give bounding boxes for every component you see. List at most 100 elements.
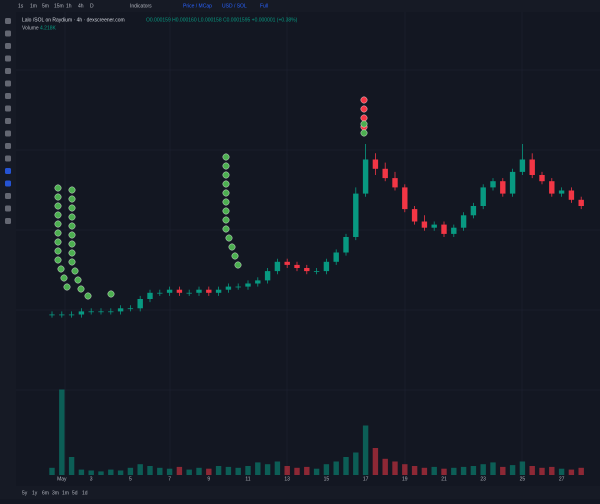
- trade-marker: [54, 211, 62, 219]
- range-button[interactable]: 6m: [42, 490, 49, 496]
- interval-button[interactable]: 1s: [18, 3, 24, 9]
- trade-marker: [228, 243, 236, 251]
- volume-bar: [402, 464, 408, 475]
- volume-bar: [490, 462, 496, 475]
- volume-bar: [470, 466, 477, 475]
- candle-body: [117, 308, 124, 312]
- tool-icon[interactable]: [5, 55, 11, 62]
- candle-body: [68, 314, 75, 316]
- candle-body: [274, 261, 281, 272]
- tool-icon[interactable]: [5, 130, 11, 137]
- trade-marker: [54, 193, 62, 201]
- x-tick-label: 27: [559, 476, 565, 482]
- interval-button[interactable]: 15m: [54, 3, 64, 9]
- usd-sol-toggle[interactable]: USD / SOL: [222, 3, 247, 9]
- trade-marker: [68, 231, 76, 239]
- tool-icon[interactable]: [5, 43, 11, 49]
- tool-icon[interactable]: [5, 155, 11, 162]
- candle-body: [166, 289, 173, 293]
- candle-body: [372, 159, 379, 169]
- volume-bar: [441, 468, 447, 475]
- candle-body: [304, 268, 310, 272]
- tool-icon[interactable]: [5, 193, 11, 199]
- trade-marker: [222, 153, 230, 161]
- candle-body: [558, 190, 565, 194]
- candle-body: [78, 311, 85, 315]
- trade-marker: [222, 207, 230, 215]
- volume-bar: [68, 457, 75, 475]
- trade-marker: [222, 216, 230, 224]
- candle-body: [568, 190, 575, 200]
- range-button[interactable]: 1y: [32, 490, 38, 496]
- range-button[interactable]: 3m: [52, 490, 59, 496]
- range-button[interactable]: 5y: [22, 490, 28, 496]
- volume-label: Volume: [22, 25, 39, 31]
- candle-body: [480, 187, 486, 206]
- indicators-button[interactable]: Indicators: [130, 3, 152, 9]
- candle-body: [196, 289, 202, 293]
- x-tick-label: 7: [168, 476, 171, 482]
- trade-marker: [68, 213, 76, 221]
- range-button[interactable]: 5d: [72, 490, 78, 496]
- trade-marker: [231, 252, 239, 260]
- candle-body: [235, 286, 241, 288]
- volume-bar: [304, 466, 310, 475]
- interval-button[interactable]: 4h: [78, 3, 84, 9]
- tool-icon[interactable]: [5, 168, 11, 174]
- tool-icon[interactable]: [5, 80, 11, 87]
- drawing-tools: [5, 18, 11, 224]
- volume-bar: [215, 466, 222, 475]
- candle-body: [500, 181, 506, 194]
- tool-icon[interactable]: [5, 93, 11, 99]
- x-tick-label: 23: [480, 476, 486, 482]
- volume-bar: [578, 467, 584, 475]
- interval-button[interactable]: 5m: [42, 3, 49, 9]
- tool-icon[interactable]: [5, 218, 11, 224]
- trade-marker: [68, 258, 76, 266]
- trade-marker: [107, 290, 115, 298]
- trade-marker: [222, 162, 230, 170]
- trade-marker: [54, 238, 62, 246]
- tool-icon[interactable]: [5, 105, 11, 112]
- trade-marker: [68, 186, 76, 194]
- price-mcap-toggle[interactable]: Price / MCap: [183, 3, 212, 9]
- candle-body: [402, 187, 408, 210]
- full-button[interactable]: Full: [260, 3, 268, 9]
- tool-icon[interactable]: [5, 143, 11, 149]
- trade-marker: [360, 96, 368, 104]
- candle-body: [186, 292, 192, 294]
- trade-marker: [225, 234, 233, 242]
- trade-marker: [57, 265, 65, 273]
- trade-marker: [71, 267, 79, 275]
- tool-icon[interactable]: [5, 68, 11, 74]
- range-button[interactable]: 1m: [62, 490, 69, 496]
- tool-icon[interactable]: [5, 30, 11, 37]
- volume-bar: [451, 467, 457, 475]
- candle-body: [127, 308, 134, 310]
- range-button[interactable]: 1d: [82, 490, 88, 496]
- candle-body: [255, 280, 261, 284]
- volume-bar: [323, 464, 330, 475]
- tool-icon[interactable]: [5, 18, 11, 24]
- candle-body: [441, 224, 447, 234]
- trade-marker: [54, 256, 62, 264]
- candle-body: [539, 175, 545, 182]
- volume-bar: [59, 389, 65, 475]
- x-tick-label: 25: [520, 476, 526, 482]
- volume-bar: [127, 467, 134, 475]
- tool-icon[interactable]: [5, 118, 11, 124]
- volume-bar: [78, 469, 85, 475]
- candle-body: [490, 181, 496, 188]
- interval-button[interactable]: 1m: [30, 3, 37, 9]
- x-tick-label: 15: [324, 476, 330, 482]
- x-tick-label: 3: [90, 476, 93, 482]
- interval-button[interactable]: D: [90, 3, 94, 9]
- trade-marker: [360, 105, 368, 113]
- tool-icon[interactable]: [5, 205, 11, 212]
- interval-button[interactable]: 1h: [66, 3, 72, 9]
- trade-marker: [74, 276, 82, 284]
- candle-body: [264, 271, 271, 281]
- tool-icon[interactable]: [5, 180, 11, 187]
